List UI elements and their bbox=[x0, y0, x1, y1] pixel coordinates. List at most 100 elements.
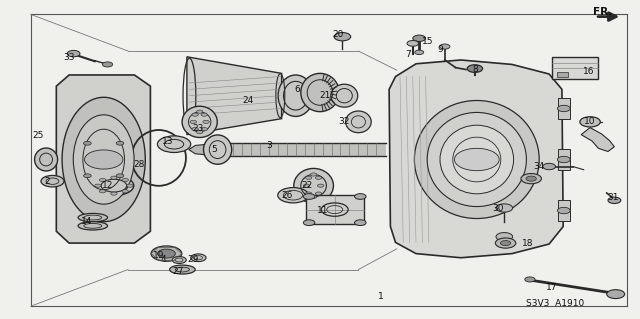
Circle shape bbox=[521, 174, 541, 184]
Circle shape bbox=[557, 207, 570, 214]
Circle shape bbox=[201, 113, 207, 116]
Text: 22: 22 bbox=[301, 181, 313, 189]
Circle shape bbox=[99, 190, 106, 193]
Ellipse shape bbox=[78, 222, 108, 230]
Text: 30: 30 bbox=[492, 204, 504, 213]
Circle shape bbox=[495, 238, 516, 248]
Text: 3: 3 bbox=[266, 141, 271, 150]
Bar bbox=[306, 195, 364, 224]
Circle shape bbox=[122, 190, 129, 193]
Circle shape bbox=[355, 220, 366, 226]
Polygon shape bbox=[189, 143, 221, 156]
Circle shape bbox=[305, 176, 312, 179]
Bar bbox=[552, 57, 598, 79]
Circle shape bbox=[467, 65, 483, 72]
Text: 14: 14 bbox=[81, 217, 92, 226]
Text: 34: 34 bbox=[533, 162, 545, 171]
Text: 25: 25 bbox=[33, 131, 44, 140]
Bar bbox=[557, 72, 568, 77]
Text: 21: 21 bbox=[319, 91, 331, 100]
Text: 27: 27 bbox=[172, 267, 184, 276]
Circle shape bbox=[157, 249, 175, 258]
Circle shape bbox=[190, 120, 196, 123]
Polygon shape bbox=[187, 57, 282, 135]
Circle shape bbox=[557, 105, 570, 112]
Text: 10: 10 bbox=[584, 117, 596, 126]
Ellipse shape bbox=[301, 73, 339, 112]
Circle shape bbox=[355, 194, 366, 199]
Text: 8: 8 bbox=[472, 65, 477, 74]
Bar bbox=[558, 98, 570, 119]
Text: 12: 12 bbox=[102, 181, 113, 189]
Ellipse shape bbox=[346, 111, 371, 133]
Ellipse shape bbox=[94, 176, 134, 196]
Circle shape bbox=[334, 33, 351, 41]
Polygon shape bbox=[56, 75, 150, 243]
Ellipse shape bbox=[78, 213, 108, 222]
Text: FR.: FR. bbox=[593, 7, 612, 17]
Text: 23: 23 bbox=[193, 124, 204, 133]
Circle shape bbox=[84, 141, 92, 145]
Text: 19: 19 bbox=[153, 251, 164, 260]
Circle shape bbox=[67, 50, 80, 57]
Circle shape bbox=[303, 184, 310, 187]
Ellipse shape bbox=[278, 188, 308, 203]
Ellipse shape bbox=[428, 113, 526, 207]
Circle shape bbox=[102, 62, 113, 67]
Bar bbox=[558, 149, 570, 170]
Ellipse shape bbox=[157, 136, 191, 152]
Circle shape bbox=[496, 233, 513, 241]
Circle shape bbox=[196, 130, 203, 134]
Text: 18: 18 bbox=[522, 239, 534, 248]
Text: 2: 2 bbox=[44, 177, 49, 186]
Text: 4: 4 bbox=[161, 255, 166, 263]
Circle shape bbox=[500, 241, 511, 246]
Circle shape bbox=[608, 197, 621, 204]
Text: 15: 15 bbox=[422, 37, 433, 46]
Circle shape bbox=[310, 195, 317, 198]
Circle shape bbox=[543, 163, 556, 170]
Circle shape bbox=[407, 41, 419, 46]
Circle shape bbox=[440, 44, 450, 49]
Circle shape bbox=[525, 277, 535, 282]
Text: 5: 5 bbox=[212, 145, 217, 154]
Circle shape bbox=[95, 184, 101, 187]
Circle shape bbox=[580, 117, 600, 127]
Ellipse shape bbox=[41, 175, 64, 187]
Text: 9: 9 bbox=[438, 45, 443, 54]
Circle shape bbox=[192, 113, 198, 116]
Text: 32: 32 bbox=[339, 117, 350, 126]
Circle shape bbox=[196, 110, 203, 113]
Ellipse shape bbox=[278, 75, 314, 116]
Text: 31: 31 bbox=[607, 193, 619, 202]
Text: 33: 33 bbox=[63, 53, 75, 62]
Ellipse shape bbox=[73, 115, 134, 204]
Circle shape bbox=[116, 174, 124, 178]
Circle shape bbox=[607, 290, 625, 299]
Bar bbox=[558, 200, 570, 221]
Ellipse shape bbox=[191, 254, 206, 262]
Circle shape bbox=[116, 141, 124, 145]
Circle shape bbox=[201, 128, 207, 131]
Ellipse shape bbox=[172, 256, 186, 263]
Ellipse shape bbox=[170, 265, 195, 274]
Text: 28: 28 bbox=[134, 160, 145, 169]
Bar bbox=[221, 143, 386, 156]
Circle shape bbox=[413, 35, 426, 41]
Ellipse shape bbox=[35, 148, 58, 171]
Ellipse shape bbox=[440, 125, 514, 194]
Text: 20: 20 bbox=[332, 30, 344, 39]
Ellipse shape bbox=[331, 84, 358, 107]
Text: S3V3  A1910: S3V3 A1910 bbox=[526, 299, 585, 308]
Circle shape bbox=[310, 173, 317, 176]
Circle shape bbox=[454, 148, 499, 171]
Circle shape bbox=[127, 184, 133, 187]
Circle shape bbox=[203, 120, 209, 123]
Text: 13: 13 bbox=[162, 137, 173, 146]
Ellipse shape bbox=[415, 100, 540, 219]
Ellipse shape bbox=[62, 97, 145, 222]
Circle shape bbox=[415, 50, 424, 55]
Circle shape bbox=[151, 246, 182, 261]
Circle shape bbox=[111, 176, 117, 179]
Polygon shape bbox=[581, 128, 614, 152]
